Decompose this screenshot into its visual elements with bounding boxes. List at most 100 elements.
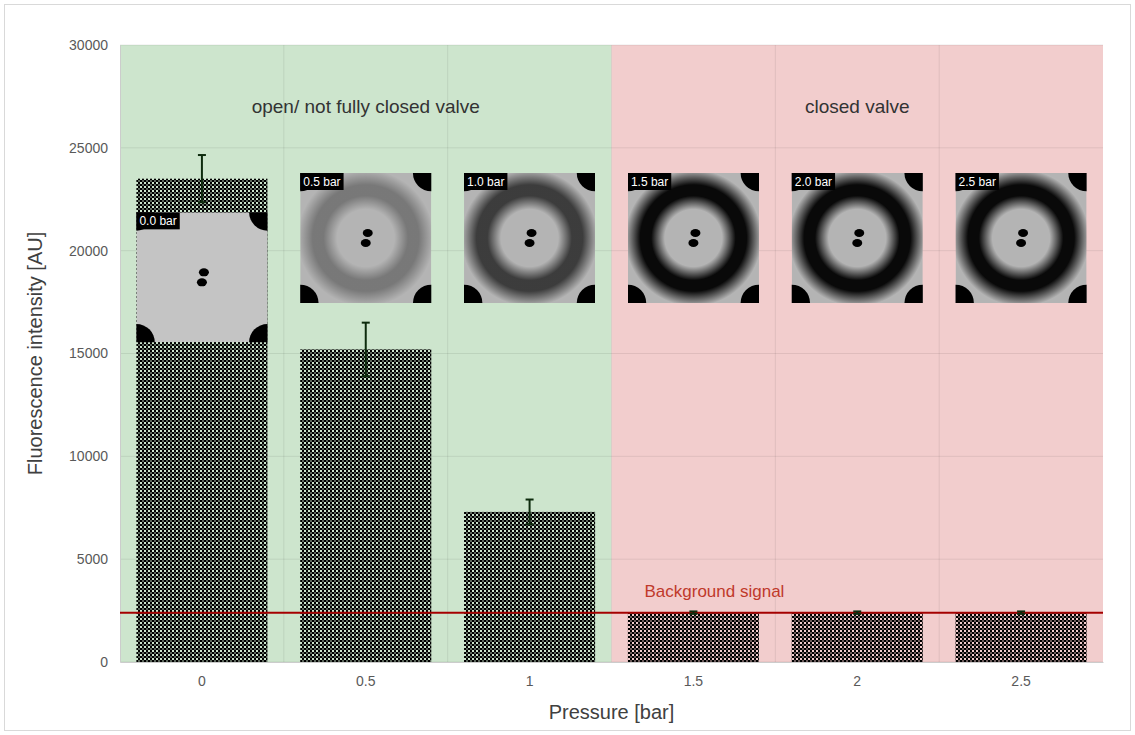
error-bar-cap bbox=[362, 375, 370, 377]
error-bar bbox=[689, 611, 697, 613]
grid-line-vertical bbox=[611, 45, 612, 662]
error-bar-stem bbox=[201, 155, 203, 202]
tick: 20000 bbox=[69, 243, 120, 259]
x-axis: 0 0.5 1 1.5 2 2.5 bbox=[121, 662, 1104, 689]
error-bar-stem bbox=[529, 500, 531, 525]
tick-label: 5000 bbox=[77, 551, 108, 567]
axis-line bbox=[121, 662, 1104, 663]
inset-dot bbox=[199, 268, 209, 276]
x-axis-title: Pressure [bar] bbox=[549, 701, 675, 723]
tick-label: 0 bbox=[198, 673, 206, 689]
inset-image: 2.0 bar bbox=[792, 173, 923, 303]
inset-dot bbox=[688, 239, 698, 247]
grid-line-vertical bbox=[447, 45, 448, 662]
inset-dot bbox=[690, 229, 700, 237]
inset-dot bbox=[854, 229, 864, 237]
inset-corner bbox=[1068, 173, 1086, 191]
inset-dot bbox=[1016, 239, 1026, 247]
inset-corner bbox=[249, 324, 267, 342]
inset-corner bbox=[464, 285, 482, 303]
grid-line-vertical bbox=[775, 45, 776, 662]
inset-corner bbox=[628, 285, 646, 303]
inset-corner bbox=[904, 285, 922, 303]
inset-image: 2.5 bar bbox=[956, 173, 1087, 303]
inset-ring bbox=[792, 173, 923, 303]
error-bar-cap bbox=[1017, 610, 1025, 612]
tick: 0.5 bbox=[356, 662, 376, 689]
inset-label-background bbox=[136, 212, 179, 229]
tick: 2 bbox=[853, 662, 861, 689]
inset-label-background bbox=[628, 173, 671, 190]
inset-ring bbox=[464, 173, 595, 303]
tick: 5000 bbox=[77, 551, 120, 567]
error-bar-cap bbox=[689, 610, 697, 612]
tick-label: 2.5 bbox=[1011, 673, 1031, 689]
error-bar-cap bbox=[526, 523, 534, 525]
inset-image: 1.5 bar bbox=[628, 173, 759, 303]
bar bbox=[136, 179, 267, 662]
error-bar bbox=[853, 611, 861, 613]
inset-dot bbox=[852, 239, 862, 247]
tick: 25000 bbox=[69, 140, 120, 156]
tick-label: 30000 bbox=[69, 37, 108, 53]
tick-label: 20000 bbox=[69, 243, 108, 259]
tick-label: 15000 bbox=[69, 345, 108, 361]
inset-image: 0.0 bar bbox=[136, 212, 267, 342]
inset-label: 0.0 bar bbox=[139, 214, 176, 228]
error-bar-cap bbox=[198, 201, 206, 203]
inset-label: 0.5 bar bbox=[303, 175, 340, 189]
grid bbox=[120, 45, 1103, 662]
tick-label: 0.5 bbox=[356, 673, 376, 689]
inset-dot bbox=[361, 239, 371, 247]
tick-label: 1.5 bbox=[684, 673, 704, 689]
inset-label: 1.5 bar bbox=[631, 175, 668, 189]
tick: 0 bbox=[198, 662, 206, 689]
tick-label: 25000 bbox=[69, 140, 108, 156]
inset-corner bbox=[577, 173, 595, 191]
bar bbox=[300, 349, 431, 662]
bar bbox=[956, 613, 1087, 662]
error-bar bbox=[198, 155, 206, 202]
reference-line bbox=[120, 612, 1103, 614]
inset-corner bbox=[413, 285, 431, 303]
inset-dot bbox=[1018, 229, 1028, 237]
y-axis: 0 5000 10000 15000 20000 25000 30000 bbox=[69, 37, 120, 670]
inset-dot bbox=[363, 229, 373, 237]
grid-line-vertical bbox=[939, 45, 940, 662]
inset-label-background bbox=[464, 173, 507, 190]
tick-label: 1 bbox=[526, 673, 534, 689]
reference-label: Background signal bbox=[645, 582, 785, 601]
inset-corner bbox=[1068, 285, 1086, 303]
bar bbox=[628, 613, 759, 662]
inset-label: 1.0 bar bbox=[467, 175, 504, 189]
error-bar bbox=[362, 323, 370, 376]
tick: 10000 bbox=[69, 448, 120, 464]
frame bbox=[5, 5, 1131, 731]
bar bbox=[464, 512, 595, 662]
inset-image: 0.5 bar bbox=[300, 173, 431, 303]
tick: 0 bbox=[100, 654, 120, 670]
grid-line-vertical bbox=[283, 45, 284, 662]
y-axis-title: Fluorescence intensity [AU] bbox=[24, 232, 46, 475]
tick: 1.5 bbox=[684, 662, 704, 689]
tick-label: 0 bbox=[100, 654, 108, 670]
tick-label: 10000 bbox=[69, 448, 108, 464]
inset-corner bbox=[741, 285, 759, 303]
tick: 1 bbox=[526, 662, 534, 689]
inset-corner bbox=[904, 173, 922, 191]
error-bar-stem bbox=[365, 323, 367, 376]
inset-label: 2.5 bar bbox=[959, 175, 996, 189]
tick: 2.5 bbox=[1011, 662, 1031, 689]
error-bar-cap bbox=[526, 499, 534, 501]
axis-line bbox=[120, 46, 121, 663]
inset-corner bbox=[136, 324, 154, 342]
error-bar-cap bbox=[689, 613, 697, 615]
inset-image: 1.0 bar bbox=[464, 173, 595, 303]
inset-corner bbox=[741, 173, 759, 191]
inset-corner bbox=[792, 285, 810, 303]
inset-corner bbox=[577, 285, 595, 303]
error-bar-cap bbox=[853, 613, 861, 615]
inset-label: 2.0 bar bbox=[795, 175, 832, 189]
tick-label: 2 bbox=[853, 673, 861, 689]
inset-corner bbox=[249, 212, 267, 230]
